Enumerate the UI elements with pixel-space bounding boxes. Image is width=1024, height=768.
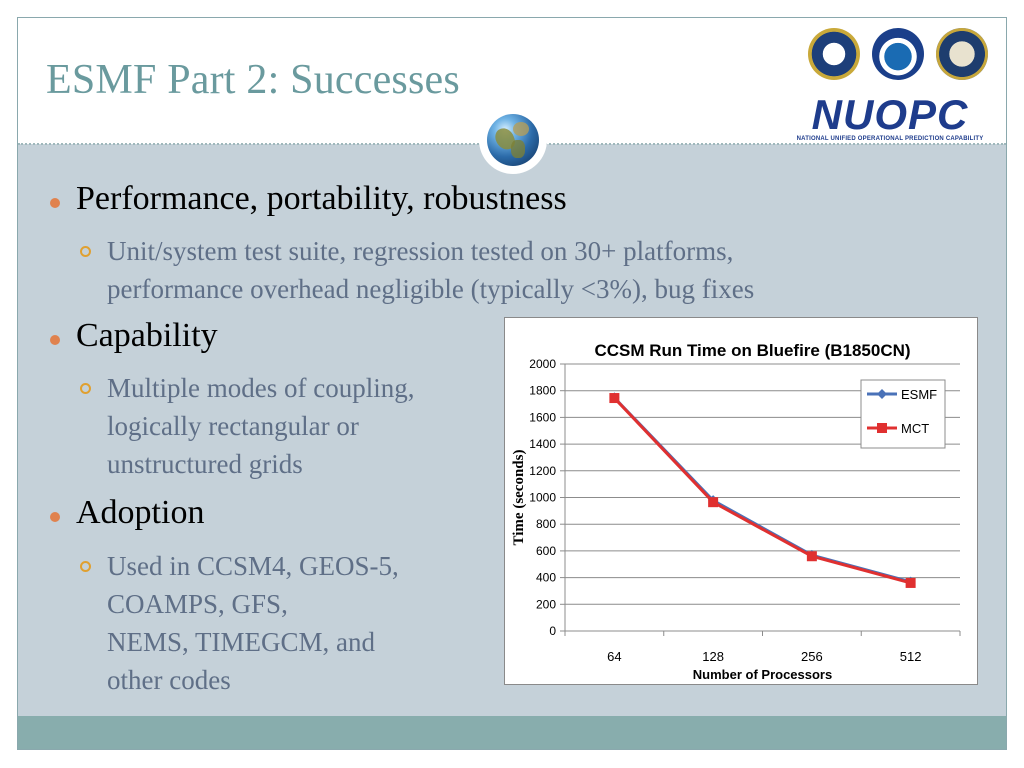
bullet-1-sub-line-2: performance overhead negligible (typical… <box>107 274 755 304</box>
bullet-2: Capability <box>76 317 218 354</box>
y-tick-label: 200 <box>536 597 556 611</box>
bullet-3-sub-line-2: COAMPS, GFS, <box>107 589 288 619</box>
x-tick-label: 64 <box>607 649 621 664</box>
chart-title: CCSM Run Time on Bluefire (B1850CN) <box>594 341 910 360</box>
nuopc-wordmark: NUOPC <box>811 91 969 138</box>
data-point-mct <box>609 393 620 404</box>
slide-frame: ESMF Part 2: Successes NUOPC NATIONAL UN… <box>17 17 1007 750</box>
y-tick-label: 400 <box>536 571 556 585</box>
x-axis-label: Number of Processors <box>693 667 832 682</box>
bullet-1: Performance, portability, robustness <box>76 180 567 217</box>
globe-icon <box>487 114 539 166</box>
legend-swatch-marker-esmf <box>877 389 887 399</box>
noaa-seal-icon <box>872 28 924 80</box>
slide-footer-bar <box>18 716 1006 749</box>
globe-badge <box>479 106 547 174</box>
nuopc-logo: NUOPC NATIONAL UNIFIED OPERATIONAL PREDI… <box>790 28 990 142</box>
data-point-mct <box>806 551 817 562</box>
nuopc-tagline: NATIONAL UNIFIED OPERATIONAL PREDICTION … <box>796 136 984 142</box>
legend-label-mct: MCT <box>901 421 929 436</box>
y-tick-label: 1400 <box>529 437 556 451</box>
y-tick-label: 1200 <box>529 464 556 478</box>
sub-bullet-ring-icon <box>80 246 91 257</box>
bullet-3: Adoption <box>76 494 205 531</box>
legend-label-esmf: ESMF <box>901 387 937 402</box>
y-tick-label: 1000 <box>529 491 556 505</box>
bullet-3-sub-line-1: Used in CCSM4, GEOS-5, <box>107 551 399 581</box>
air-force-seal-icon <box>808 28 860 80</box>
run-time-chart-svg: CCSM Run Time on Bluefire (B1850CN) 0 200 4… <box>511 341 961 682</box>
bullet-2-sub-line-1: Multiple modes of coupling, <box>107 373 415 403</box>
y-axis-label: Time (seconds) <box>511 450 527 546</box>
bullet-dot-icon <box>50 512 60 522</box>
navy-seal-icon <box>936 28 988 80</box>
data-point-mct <box>905 577 916 588</box>
bullet-2-sub-line-3: unstructured grids <box>107 449 303 479</box>
y-tick-label: 600 <box>536 544 556 558</box>
bullet-3-sub-line-3: NEMS, TIMEGCM, and <box>107 627 376 657</box>
x-tick-label: 512 <box>900 649 922 664</box>
bullet-2-sub-line-2: logically rectangular or <box>107 411 359 441</box>
slide-header: ESMF Part 2: Successes NUOPC NATIONAL UN… <box>18 18 1006 144</box>
run-time-chart: CCSM Run Time on Bluefire (B1850CN) 0 200 4… <box>504 317 978 685</box>
y-tick-label: 2000 <box>529 357 556 371</box>
sub-bullet-ring-icon <box>80 383 91 394</box>
bullet-dot-icon <box>50 198 60 208</box>
x-tick-label: 128 <box>702 649 724 664</box>
bullet-1-sub-line-1: Unit/system test suite, regression teste… <box>107 236 734 266</box>
data-point-mct <box>708 497 719 508</box>
x-tick-label: 256 <box>801 649 823 664</box>
bullet-3-sub-line-4: other codes <box>107 665 231 695</box>
legend-swatch-marker-mct <box>877 423 887 433</box>
sub-bullet-ring-icon <box>80 561 91 572</box>
y-tick-label: 1600 <box>529 410 556 424</box>
slide-title: ESMF Part 2: Successes <box>46 57 460 103</box>
chart-legend <box>860 379 946 449</box>
series-line-mct <box>613 397 912 585</box>
y-tick-label: 1800 <box>529 384 556 398</box>
y-tick-label: 0 <box>549 624 556 638</box>
bullet-dot-icon <box>50 335 60 345</box>
y-tick-label: 800 <box>536 517 556 531</box>
